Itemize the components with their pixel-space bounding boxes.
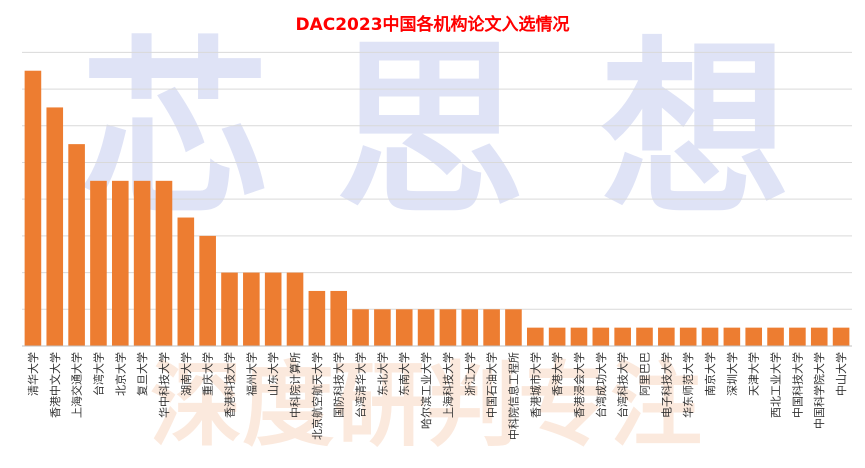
x-tick-label: 东南大学 [397, 352, 411, 396]
bar-电子科技大学 [658, 327, 675, 346]
bar-中科院信息工程所 [505, 309, 522, 346]
bar-香港大学 [548, 327, 566, 346]
bar-台湾大学 [90, 180, 107, 346]
x-tick-label: 北京航空航天大学 [310, 352, 324, 440]
bar-中山大学 [832, 327, 850, 346]
x-tick-label: 清华大学 [26, 352, 40, 396]
bar-东北大学 [374, 309, 391, 346]
x-tick-label: 东北大学 [375, 352, 389, 396]
bar-香港城市大学 [526, 327, 544, 346]
x-tick-label: 香港浸会大学 [572, 352, 586, 418]
x-tick-label: 中国石油大学 [485, 352, 499, 418]
x-tick-label: 复旦大学 [135, 352, 149, 396]
chart-title: DAC2023中国各机构论文入选情况 [295, 15, 570, 35]
x-tick-label: 上海交通大学 [70, 352, 84, 418]
bar-东南大学 [395, 309, 413, 346]
x-tick-label: 北京大学 [113, 352, 127, 396]
x-tick-label: 华东师范大学 [681, 352, 695, 418]
bar-南京大学 [701, 327, 719, 346]
bar-中国科学院大学 [810, 327, 828, 346]
x-tick-label: 南京大学 [703, 352, 717, 396]
bar-北京大学 [111, 180, 129, 346]
x-tick-label: 华中科技大学 [157, 352, 171, 418]
x-tick-label: 国防科技大学 [332, 352, 346, 418]
bar-哈尔滨工业大学 [417, 309, 435, 346]
bar-香港浸会大学 [570, 327, 588, 346]
bars [24, 70, 850, 346]
x-tick-labels: 清华大学 香港中文大学 上海交通大学 台湾大学 北京大学 复旦大学 华中科技大学 湖南大学 重庆… [26, 352, 848, 440]
x-tick-label: 香港中文大学 [48, 352, 62, 418]
bar-深圳大学 [723, 327, 741, 346]
x-tick-label: 中山大学 [834, 352, 848, 396]
bar-中国科技大学 [789, 327, 806, 346]
x-tick-label: 阿里巴巴 [639, 352, 652, 396]
x-tick-label: 电子科技大学 [659, 352, 673, 418]
x-tick-label: 深圳大学 [725, 352, 739, 396]
bar-台湾科技大学 [614, 327, 631, 346]
x-tick-label: 湖南大学 [179, 352, 193, 396]
bar-华东师范大学 [679, 327, 697, 346]
x-tick-label: 浙江大学 [463, 352, 477, 396]
x-tick-label: 中科院信息工程所 [506, 352, 520, 440]
x-tick-label: 山东大学 [266, 352, 280, 396]
x-tick-label: 重庆大学 [201, 352, 215, 396]
bar-清华大学 [24, 70, 42, 346]
x-tick-label: 香港科技大学 [223, 352, 237, 418]
bar-重庆大学 [199, 235, 216, 346]
x-tick-label: 香港大学 [550, 352, 564, 396]
x-tick-label: 中国科技大学 [790, 352, 804, 418]
bar-香港中文大学 [46, 107, 64, 346]
bar-台湾清华大学 [352, 309, 369, 346]
bar-中国石油大学 [483, 309, 500, 346]
x-tick-label: 上海科技大学 [441, 352, 455, 418]
x-tick-label: 天津大学 [747, 352, 761, 396]
bar-台湾成功大学 [592, 327, 610, 346]
bar-西北工业大学 [767, 327, 784, 346]
x-tick-label: 台湾科技大学 [616, 352, 630, 418]
bar-上海交通大学 [68, 144, 85, 346]
bar-华中科技大学 [155, 180, 173, 346]
bar-复旦大学 [133, 180, 151, 346]
bar-山东大学 [264, 272, 282, 346]
bar-浙江大学 [461, 309, 479, 346]
bar-国防科技大学 [330, 290, 348, 346]
x-tick-label: 哈尔滨工业大学 [419, 352, 433, 429]
bar-上海科技大学 [439, 309, 457, 346]
bar-中科院计算所 [286, 272, 304, 346]
x-tick-label: 香港城市大学 [528, 352, 542, 418]
x-tick-label: 福州大学 [244, 352, 258, 396]
bar-福州大学 [243, 272, 260, 346]
x-tick-label: 台湾大学 [91, 352, 105, 396]
bar-湖南大学 [177, 217, 195, 346]
bar-天津大学 [745, 327, 763, 346]
bar-阿里巴巴 [636, 327, 653, 346]
bar-北京航空航天大学 [308, 290, 326, 346]
x-tick-label: 中科院计算所 [288, 352, 302, 418]
bar-香港科技大学 [221, 272, 238, 346]
x-tick-label: 台湾清华大学 [354, 352, 368, 418]
x-tick-label: 台湾成功大学 [594, 352, 608, 418]
x-tick-label: 西北工业大学 [769, 352, 783, 418]
x-tick-label: 中国科学院大学 [812, 352, 826, 429]
